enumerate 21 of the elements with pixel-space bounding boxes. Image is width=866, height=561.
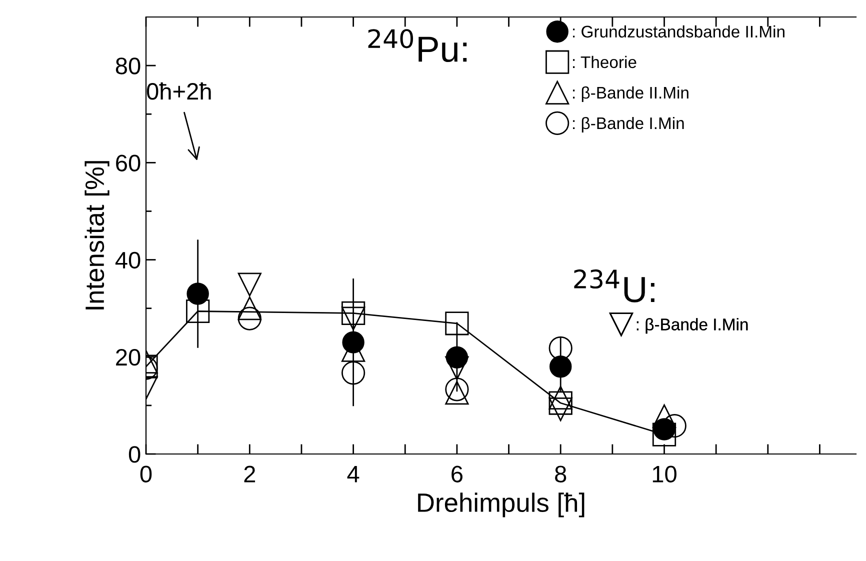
x-tick-label: 6 — [452, 466, 462, 482]
x-tick-label: 8 — [555, 466, 566, 482]
y-axis-title: Intensitat [%] — [84, 161, 110, 310]
y-tick-label: 60 — [116, 154, 140, 172]
x-tick-label: 10 — [652, 466, 676, 482]
legend-label: : β-Bande II.Min — [573, 86, 688, 102]
x-axis-title: Drehimpuls [ħ] — [418, 492, 584, 518]
y-tick-label: 0 — [128, 446, 140, 463]
y-tick-label: 20 — [116, 348, 140, 366]
y-tick-label: 40 — [115, 252, 140, 269]
legend-label: : Theorie — [573, 56, 636, 68]
legend-label: : β-Bande I.Min — [573, 116, 684, 132]
x-tick-label: 2 — [244, 466, 256, 482]
x-tick-label: 4 — [347, 466, 360, 482]
annotation: $^{240}$Pu: — [368, 29, 467, 62]
y-tick-label: 80 — [116, 58, 140, 74]
annotation: $^{234}$U: — [574, 269, 654, 302]
annotation: 0ħ+2ħ — [146, 82, 211, 100]
x-tick-label: 0 — [140, 466, 152, 482]
legend-label: : Grundzustandsbande II.Min — [573, 25, 784, 38]
legend-label: : β-Bande I.Min — [636, 318, 748, 334]
